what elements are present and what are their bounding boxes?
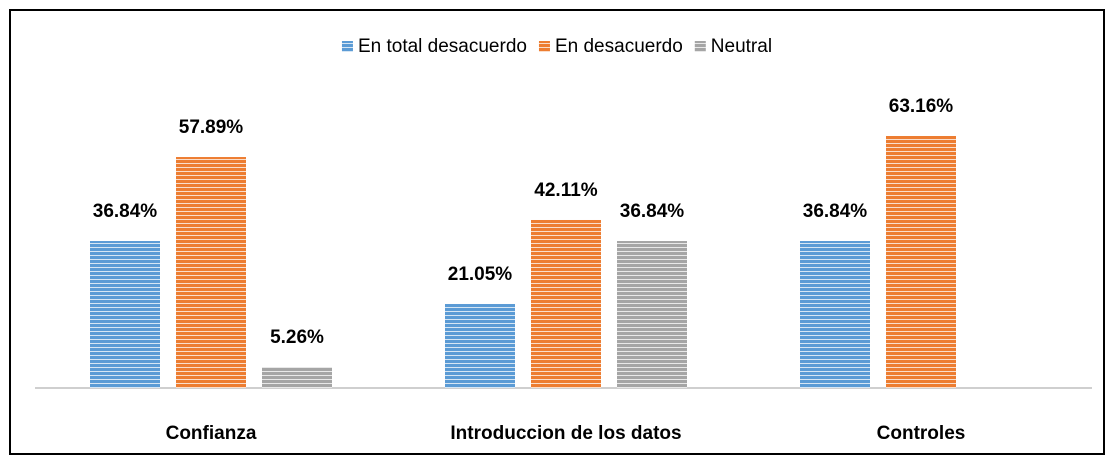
value-label: 42.11%	[534, 180, 597, 201]
legend-swatch	[341, 41, 353, 52]
value-label: 21.05%	[448, 264, 513, 285]
bar	[90, 241, 160, 388]
legend-label: En total desacuerdo	[358, 36, 527, 57]
bar	[617, 241, 687, 388]
legend-label: En desacuerdo	[555, 36, 683, 57]
bar	[445, 304, 515, 388]
bar	[886, 136, 956, 388]
value-label: 57.89%	[179, 117, 244, 138]
value-label: 36.84%	[620, 201, 685, 222]
value-label: 36.84%	[803, 201, 868, 222]
bar	[176, 157, 246, 388]
legend: En total desacuerdo En desacuerdo Neutral	[341, 36, 772, 57]
x-tick-label: Introduccion de los datos	[450, 423, 681, 444]
bar	[262, 367, 332, 388]
bar	[800, 241, 870, 388]
x-tick-label: Controles	[877, 423, 966, 444]
value-label: 5.26%	[270, 327, 324, 348]
legend-label: Neutral	[711, 36, 772, 57]
legend-swatch	[538, 41, 550, 52]
value-label: 63.16%	[889, 96, 954, 117]
bar	[531, 219, 601, 388]
x-tick-label: Confianza	[166, 423, 257, 444]
value-label: 36.84%	[93, 201, 158, 222]
legend-swatch	[694, 41, 706, 52]
